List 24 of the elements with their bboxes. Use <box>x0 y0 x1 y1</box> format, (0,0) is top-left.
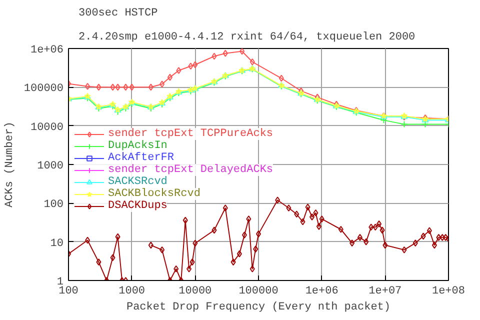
y-tick-label: 1e+06 <box>30 44 64 56</box>
legend-label: AckAfterFR <box>108 152 174 164</box>
x-tick-label: 100000 <box>238 286 278 298</box>
chart-title: 300sec HSTCP <box>78 8 158 20</box>
legend-label: DSACKDups <box>108 200 168 212</box>
y-tick-label: 10 <box>50 238 64 250</box>
y-tick-label: 1000 <box>37 160 64 172</box>
y-tick-label: 100 <box>44 199 64 212</box>
y-axis-title: ACKs (Number) <box>4 122 16 208</box>
x-tick-label: 1e+08 <box>432 286 466 298</box>
legend-label: SACKBlocksRcvd <box>108 188 200 200</box>
x-tick-label: 100 <box>58 286 78 298</box>
x-tick-label: 1e+06 <box>305 286 338 298</box>
x-tick-label: 1e+07 <box>368 286 402 298</box>
legend-label: DupAcksIn <box>108 140 168 152</box>
x-tick-label: 10000 <box>178 286 212 298</box>
y-tick-label: 100000 <box>24 83 64 96</box>
chart-subtitle: 2.4.20smp e1000-4.4.12 rxint 64/64, txqueuelen 2000 <box>78 32 416 44</box>
legend-label: sender tcpExt DelayedACKs <box>108 164 274 176</box>
x-tick-label: 1000 <box>118 286 146 298</box>
legend-label: sender tcpExt TCPPureAcks <box>108 128 274 140</box>
x-axis-title: Packet Drop Frequency (Every nth packet) <box>126 302 391 314</box>
legend-label: SACKSRcvd <box>108 176 168 188</box>
y-tick-label: 10000 <box>30 122 64 134</box>
